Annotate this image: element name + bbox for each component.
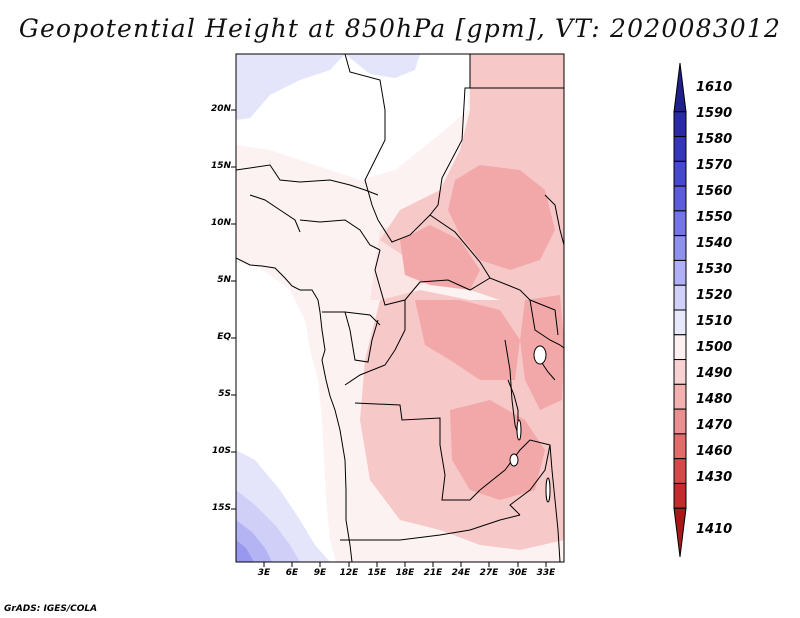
colorbar-swatch xyxy=(673,309,687,336)
border-congo-drc xyxy=(344,300,406,386)
coastline xyxy=(236,257,353,562)
border-west-africa xyxy=(249,194,301,233)
lakes xyxy=(509,345,551,503)
colorbar-label: 1570 xyxy=(696,158,733,173)
colorbar-swatch xyxy=(673,259,687,286)
colorbar-swatch xyxy=(673,383,687,410)
y-tick-label: EQ xyxy=(217,332,231,342)
colorbar-label: 1510 xyxy=(696,314,733,329)
colorbar-label: 1580 xyxy=(696,132,733,147)
field-blue-north xyxy=(236,54,345,120)
x-tick-label: 27E xyxy=(479,568,499,578)
x-tick-label: 9E xyxy=(313,568,327,578)
x-tick-label: 15E xyxy=(367,568,387,578)
field-white-ocean xyxy=(236,54,470,180)
border-ethiopia xyxy=(544,194,564,246)
colorbar-swatch xyxy=(673,458,687,484)
y-tick-label: 15N xyxy=(210,161,231,171)
border-angola-north xyxy=(354,402,441,445)
y-tick-label: 10N xyxy=(210,218,231,228)
x-tick-label: 6E xyxy=(285,568,299,578)
colorbar-swatch xyxy=(673,185,687,212)
lake-mweru xyxy=(509,453,519,467)
colorbar-label: 1470 xyxy=(696,418,733,433)
field-pink-1480-c xyxy=(400,225,480,290)
colorbar-label: 1520 xyxy=(696,288,733,303)
border-cameroon-south xyxy=(322,311,381,326)
border-uganda xyxy=(529,299,559,336)
colorbar-label: 1410 xyxy=(696,522,733,537)
field-blue-sw-4 xyxy=(236,540,254,562)
colorbar-swatch xyxy=(673,433,687,460)
border-nigeria-cameroon xyxy=(299,219,381,251)
y-tick-label: 15S xyxy=(211,503,231,513)
y-tick-label: 10S xyxy=(211,446,231,456)
colorbar-swatch xyxy=(673,235,687,261)
colorbar-label: 1540 xyxy=(696,236,733,251)
colorbar-label: 1490 xyxy=(696,366,733,381)
field-pink-1480-ne xyxy=(448,165,555,270)
y-ticks xyxy=(231,109,236,510)
colorbar-swatch xyxy=(673,334,687,361)
colorbar-label: 1530 xyxy=(696,262,733,277)
colorbar-swatch xyxy=(673,482,687,509)
y-tick-label: 5N xyxy=(217,275,231,285)
border-east xyxy=(529,299,564,349)
lake-victoria xyxy=(533,345,547,365)
y-tick-label: 20N xyxy=(210,104,231,114)
border-angola-east xyxy=(439,444,481,501)
y-tick-label: 5S xyxy=(218,389,231,399)
colorbar-swatch xyxy=(673,284,687,311)
colorbar-swatch xyxy=(673,111,687,138)
colorbar-label: 1460 xyxy=(696,444,733,459)
field-pink-1480-congo xyxy=(415,300,520,380)
x-tick-label: 24E xyxy=(451,568,471,578)
colorbar-swatch xyxy=(673,136,687,162)
colorbar-label: 1610 xyxy=(696,80,733,95)
colorbar-bottom-arrow xyxy=(673,507,687,558)
x-tick-label: 30E xyxy=(508,568,528,578)
map-panel xyxy=(236,54,564,562)
x-tick-label: 3E xyxy=(257,568,271,578)
field-blue-north-2 xyxy=(345,54,420,78)
colorbar-label: 1550 xyxy=(696,210,733,225)
colorbar-label: 1590 xyxy=(696,106,733,121)
x-tick-label: 33E xyxy=(536,568,556,578)
map-title: Geopotential Height at 850hPa [gpm], VT:… xyxy=(18,14,782,43)
colorbar-label: 1560 xyxy=(696,184,733,199)
x-ticks xyxy=(263,562,547,567)
x-tick-label: 18E xyxy=(395,568,415,578)
x-tick-label: 12E xyxy=(339,568,359,578)
border-sahel xyxy=(236,164,379,196)
colorbar-label: 1500 xyxy=(696,340,733,355)
border-car-congo xyxy=(374,249,531,306)
colorbar-swatch xyxy=(673,160,687,187)
colorbar-label: 1480 xyxy=(696,392,733,407)
x-tick-label: 21E xyxy=(423,568,443,578)
colorbar-swatch xyxy=(673,408,687,435)
border-mozambique xyxy=(549,444,561,562)
grads-credit: GrADS: IGES/COLA xyxy=(4,604,98,614)
map-frame xyxy=(235,53,565,563)
colorbar xyxy=(673,62,687,558)
colorbar-swatch xyxy=(673,359,687,385)
colorbar-swatch xyxy=(673,210,687,237)
lake-malawi xyxy=(545,477,551,503)
lake-tanganyika xyxy=(516,419,522,441)
colorbar-label: 1430 xyxy=(696,470,733,485)
border-lake-tanganyika xyxy=(507,379,519,430)
border-libya-chad xyxy=(344,54,386,221)
border-angola-south xyxy=(340,514,521,541)
border-gabon-congo xyxy=(344,311,379,363)
colorbar-top-arrow xyxy=(673,62,687,113)
border-chad-car xyxy=(377,214,491,279)
